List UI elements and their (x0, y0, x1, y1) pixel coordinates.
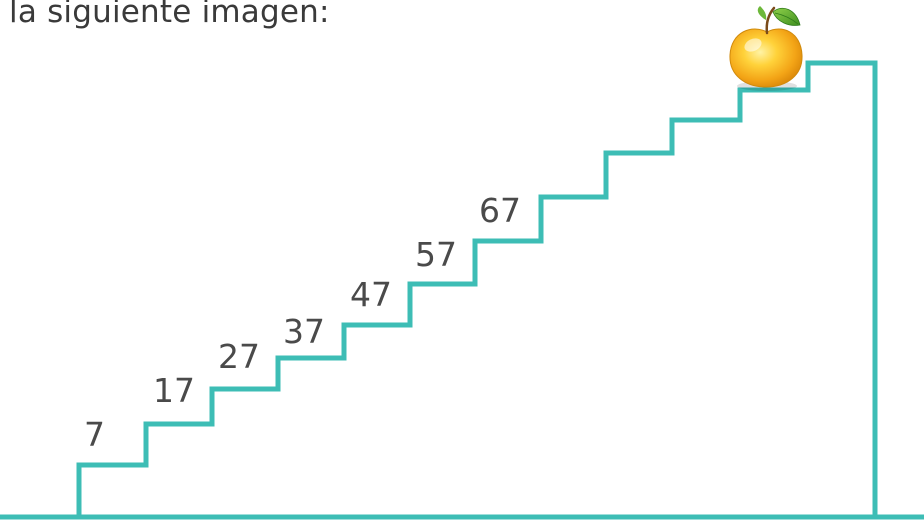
step-label-1: 7 (84, 415, 105, 454)
step-label-5: 47 (350, 275, 392, 314)
step-label-2: 17 (153, 371, 195, 410)
staircase-outline (76, 60, 878, 517)
caption-text: la siguiente imagen: (9, 0, 330, 30)
apple-icon (729, 6, 803, 91)
step-label-3: 27 (218, 337, 260, 376)
step-labels: 7 17 27 37 47 57 67 (84, 191, 521, 454)
step-label-4: 37 (283, 312, 325, 351)
step-label-6: 57 (415, 235, 457, 274)
step-label-7: 67 (479, 191, 521, 230)
